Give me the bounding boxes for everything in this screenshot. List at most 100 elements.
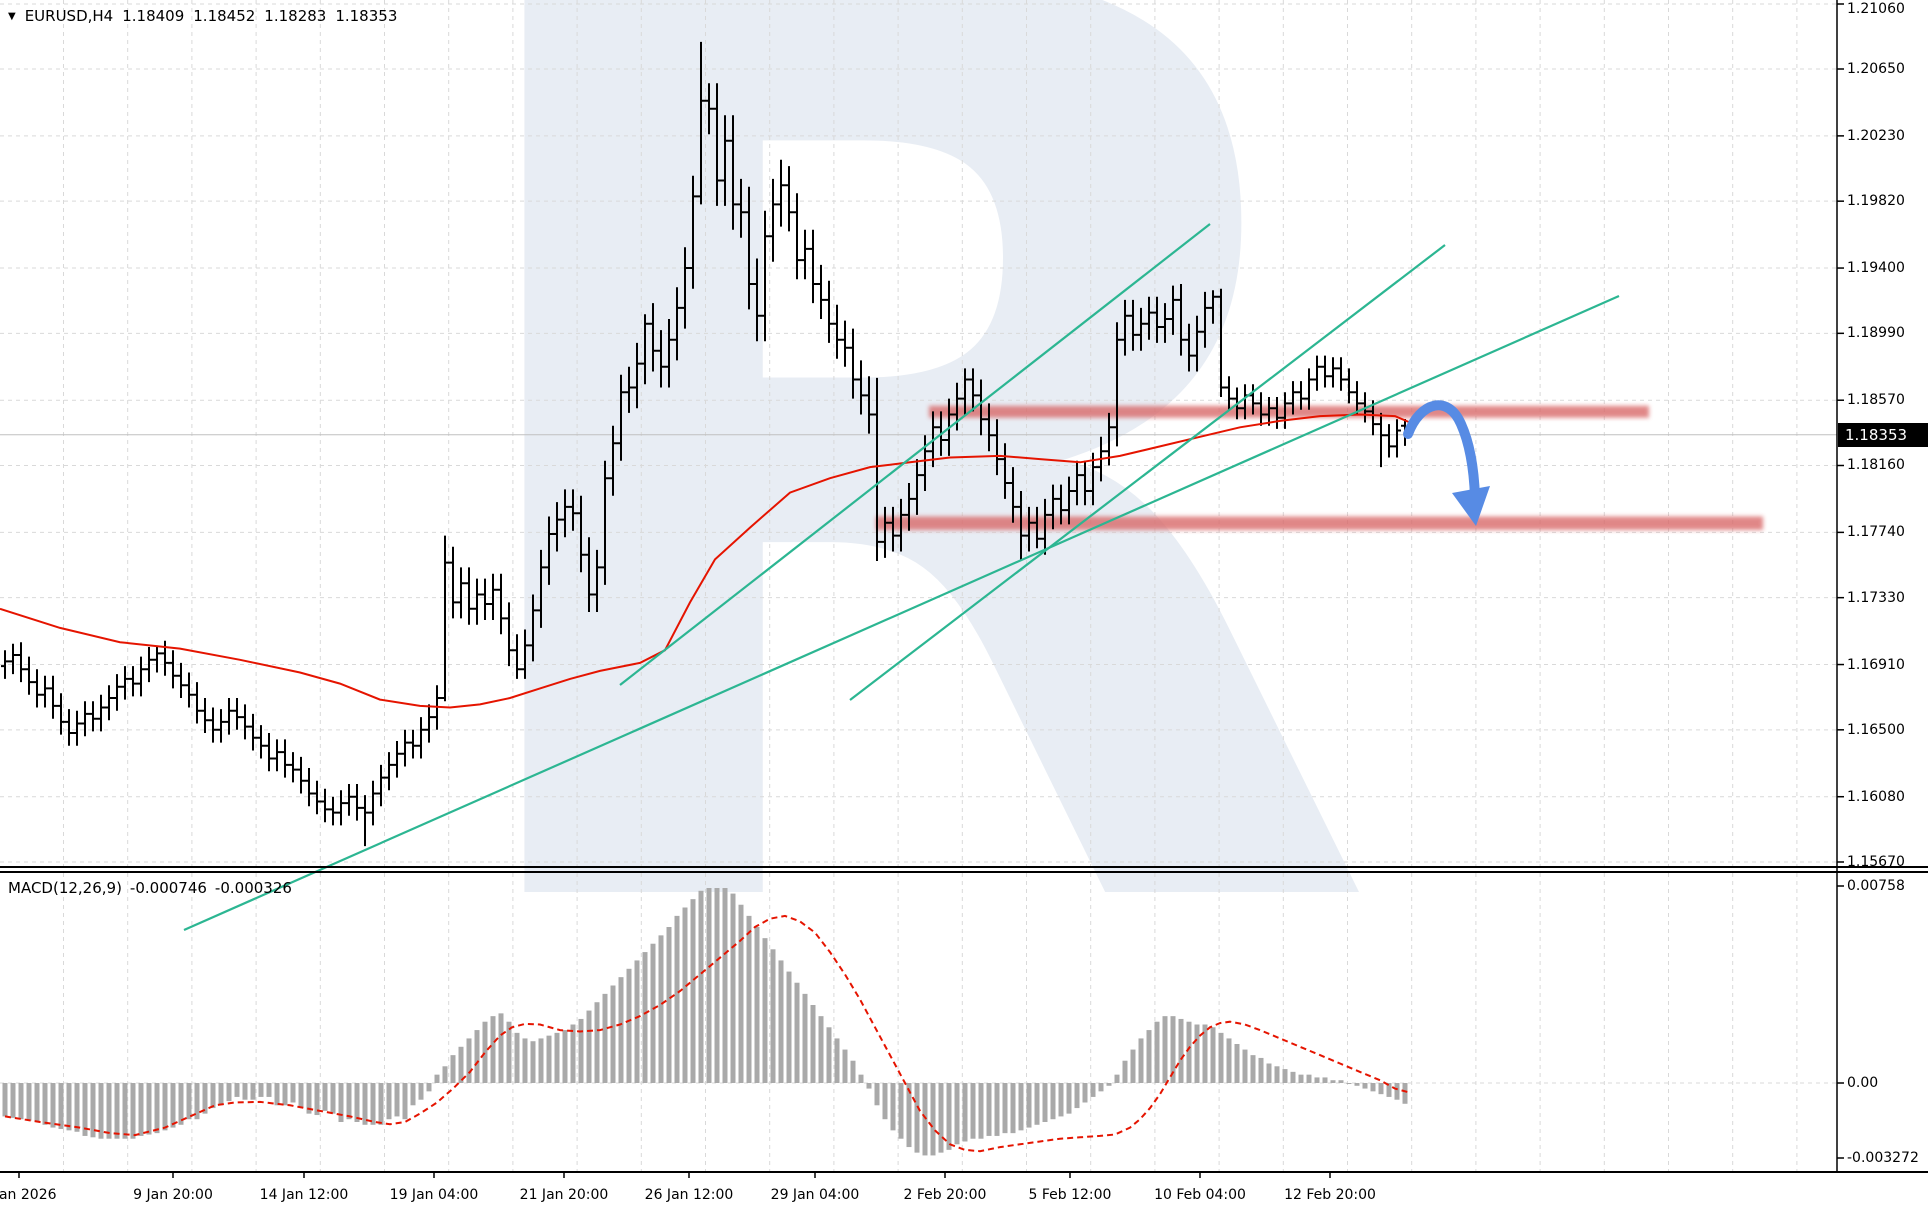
- trendline-long[interactable]: [183, 294, 1620, 932]
- macd-histogram-bar: [1018, 1083, 1024, 1131]
- macd-histogram-bar: [418, 1083, 424, 1100]
- macd-histogram-bar: [906, 1083, 912, 1148]
- macd-histogram-bar: [842, 1049, 848, 1083]
- macd-histogram-bar: [1306, 1074, 1312, 1083]
- price-axis-label: 1.16080: [1847, 788, 1905, 805]
- trendline-steep-2[interactable]: [849, 244, 1446, 701]
- macd-histogram-bar: [538, 1038, 544, 1083]
- macd-histogram-bar: [1266, 1063, 1272, 1083]
- macd-histogram-bar: [1170, 1016, 1176, 1083]
- macd-histogram-bar: [962, 1083, 968, 1142]
- macd-histogram-bar: [394, 1083, 400, 1117]
- macd-histogram-bar: [770, 949, 776, 1083]
- macd-histogram-bar: [1226, 1038, 1232, 1083]
- macd-histogram-bar: [738, 904, 744, 1083]
- macd-histogram-bar: [1338, 1080, 1344, 1083]
- macd-histogram-bar: [698, 890, 704, 1083]
- macd-histogram-bar: [282, 1083, 288, 1106]
- macd-histogram-bar: [1138, 1038, 1144, 1083]
- macd-histogram-bar: [922, 1083, 928, 1156]
- macd-histogram-bar: [1010, 1083, 1016, 1134]
- macd-histogram-bar: [1202, 1024, 1208, 1083]
- macd-histogram-bar: [434, 1074, 440, 1083]
- macd-histogram-bar: [138, 1083, 144, 1136]
- macd-histogram-bar: [162, 1083, 168, 1131]
- macd-histogram-bar: [562, 1030, 568, 1083]
- macd-histogram-bar: [682, 907, 688, 1083]
- macd-histogram-bar: [778, 960, 784, 1083]
- macd-histogram-bar: [674, 915, 680, 1083]
- macd-histogram-bar: [1146, 1030, 1152, 1083]
- macd-histogram-bar: [466, 1038, 472, 1083]
- macd-histogram-bar: [1314, 1077, 1320, 1083]
- macd-histogram-bar: [306, 1083, 312, 1114]
- quote-open: 1.18409: [122, 7, 185, 25]
- down-arrow-annotation[interactable]: [1403, 400, 1480, 502]
- macd-histogram-bar: [514, 1032, 520, 1083]
- trendline-steep-1[interactable]: [619, 223, 1211, 686]
- macd-histogram-bar: [82, 1083, 88, 1136]
- macd-histogram-bar: [266, 1083, 272, 1097]
- support-zone[interactable]: [876, 516, 1763, 530]
- macd-histogram-bar: [1186, 1021, 1192, 1083]
- watermark-letter: R: [408, 0, 1385, 1192]
- macd-histogram-bar: [618, 977, 624, 1083]
- macd-histogram-bar: [186, 1083, 192, 1120]
- macd-histogram-bar: [530, 1041, 536, 1083]
- time-axis-label: 10 Feb 04:00: [1154, 1187, 1246, 1203]
- macd-histogram-bar: [1178, 1018, 1184, 1083]
- macd-histogram-bar: [202, 1083, 208, 1114]
- macd-histogram-bar: [242, 1083, 248, 1100]
- price-axis-label: 1.16910: [1847, 656, 1905, 673]
- macd-histogram-bar: [354, 1083, 360, 1122]
- macd-histogram-bar: [290, 1083, 296, 1103]
- macd-histogram-bar: [714, 888, 720, 1083]
- macd-indicator-label: MACD(12,26,9) -0.000746 -0.000326: [8, 879, 292, 897]
- macd-histogram-bar: [66, 1083, 72, 1131]
- macd-histogram-bar: [938, 1083, 944, 1153]
- macd-histogram-bar: [914, 1083, 920, 1153]
- macd-histogram-bar: [482, 1021, 488, 1083]
- macd-histogram-bar: [1114, 1074, 1120, 1083]
- macd-histogram-bar: [642, 952, 648, 1083]
- macd-histogram-bar: [754, 927, 760, 1083]
- ohlc-bars-series[interactable]: [1, 41, 1409, 847]
- macd-histogram-bar: [930, 1083, 936, 1156]
- macd-histogram-bar: [986, 1083, 992, 1136]
- macd-histogram-bar: [450, 1055, 456, 1083]
- macd-histogram-bar: [1290, 1071, 1296, 1083]
- macd-histogram-bar: [146, 1083, 152, 1135]
- macd-histogram-bar: [106, 1083, 112, 1139]
- macd-histogram-bar: [330, 1083, 336, 1114]
- macd-histogram-bar: [818, 1016, 824, 1083]
- time-axis-label: 26 Jan 12:00: [644, 1187, 734, 1203]
- macd-value-main: -0.000746: [129, 879, 207, 897]
- macd-histogram-bar: [634, 960, 640, 1083]
- macd-name: MACD(12,26,9): [8, 879, 122, 897]
- macd-histogram-bar: [346, 1083, 352, 1120]
- down-arrow-head[interactable]: [1452, 486, 1490, 526]
- macd-histogram-bar: [194, 1083, 200, 1120]
- resistance-zone[interactable]: [929, 405, 1649, 418]
- quote-close: 1.18353: [335, 7, 398, 25]
- macd-histogram-bar: [658, 935, 664, 1083]
- macd-histogram-bar: [314, 1083, 320, 1116]
- macd-histogram-bar: [706, 888, 712, 1083]
- macd-histogram-bar: [42, 1083, 48, 1125]
- macd-histogram-bar: [826, 1027, 832, 1083]
- macd-histogram-bar: [898, 1083, 904, 1139]
- macd-histogram-bar: [1058, 1083, 1064, 1117]
- macd-signal-line: [4, 914, 1409, 1153]
- macd-histogram-bar: [570, 1024, 576, 1083]
- macd-histogram-bar: [1354, 1083, 1360, 1086]
- symbol-name: EURUSD,H4: [24, 7, 114, 25]
- macd-histogram-bar: [498, 1013, 504, 1083]
- symbol-marker-icon: ▼: [8, 10, 16, 22]
- symbol-quote-line: ▼ EURUSD,H4 1.18409 1.18452 1.18283 1.18…: [8, 7, 397, 25]
- macd-histogram-bar: [786, 971, 792, 1083]
- macd-histogram-bar: [1274, 1066, 1280, 1083]
- moving-average-line[interactable]: [0, 413, 1411, 709]
- macd-histogram-bar: [802, 993, 808, 1083]
